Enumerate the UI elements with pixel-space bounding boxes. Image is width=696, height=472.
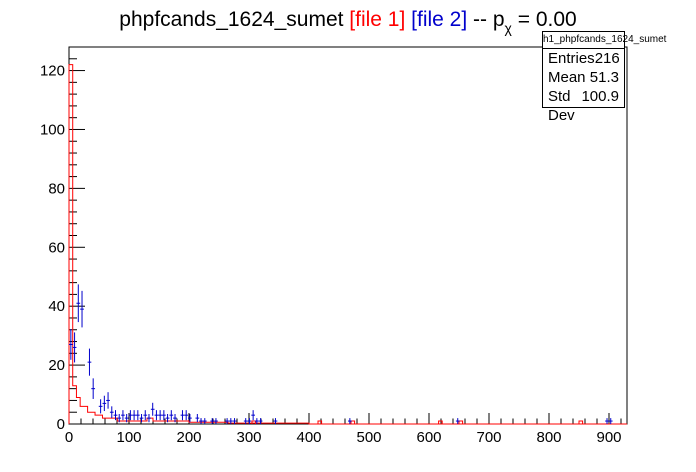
file1-bin [251, 420, 257, 424]
file2-point [165, 413, 170, 423]
file2-point [80, 290, 84, 328]
file2-point [225, 418, 229, 424]
file2-point [102, 395, 107, 412]
file2-point [184, 410, 189, 421]
chart-title: phpfcands_1624_sumet [file 1] [file 2] -… [119, 8, 576, 36]
file2-point [139, 413, 144, 423]
stats-stddev-label: Std Dev [548, 88, 575, 124]
file2-point [188, 413, 192, 423]
file2-point [91, 378, 96, 399]
file2-point [154, 410, 159, 421]
file2-point [169, 410, 174, 421]
file2-point [173, 413, 177, 423]
file1-bin [350, 420, 356, 424]
file2-point [214, 418, 218, 424]
title-prefix: phpfcands_1624_sumet [119, 8, 349, 31]
x-tick-label: 700 [476, 429, 501, 446]
title-file2: [file 2] [411, 8, 467, 31]
file2-point [258, 418, 263, 424]
file2-point [455, 418, 460, 424]
x-tick-label: 900 [596, 429, 621, 446]
file2-point [348, 418, 352, 424]
stats-box: h1_phpfcands_1624_sumet Entries 216 Mean… [542, 31, 666, 124]
file2-point [202, 418, 207, 424]
file2-point [106, 392, 110, 409]
file2-point [132, 410, 136, 421]
file2-point [273, 418, 278, 424]
file2-point [147, 413, 151, 423]
file2-point [195, 413, 200, 423]
stats-row-stddev: Std Dev 100.9 [548, 87, 619, 125]
x-tick-label: 400 [296, 429, 321, 446]
file2-point [124, 413, 129, 423]
file2-point [87, 348, 92, 376]
axes: 0 100 200 300 400 500 600 700 800 900 0 20 40 60 80 100… [40, 46, 622, 446]
file2-point [109, 406, 114, 419]
file2-point [158, 410, 162, 421]
x-tick-label: 200 [176, 429, 201, 446]
stats-entries-label: Entries [548, 50, 595, 67]
file1-bin [458, 420, 464, 424]
y-tick-label: 80 [48, 180, 65, 197]
file2-point [113, 410, 118, 421]
file2-point [199, 418, 203, 424]
stats-histogram-name: h1_phpfcands_1624_sumet [543, 32, 666, 49]
x-tick-label: 100 [116, 429, 141, 446]
x-tick-label: 0 [65, 429, 73, 446]
stats-stddev-value: 100.9 [581, 88, 619, 105]
x-tick-label: 500 [356, 429, 381, 446]
file2-point [210, 418, 215, 424]
title-dash-p: -- p [467, 8, 504, 31]
file2-point [162, 410, 166, 421]
x-tick-label: 800 [536, 429, 561, 446]
stats-row-entries: Entries 216 [548, 49, 620, 68]
file2-point [98, 399, 103, 414]
stats-mean-label: Mean [548, 69, 586, 86]
file2-point [180, 410, 185, 421]
file1-step-line [68, 64, 627, 425]
file2-point [255, 418, 259, 424]
svg-text:phpfcands_1624_sumet [file 1]: phpfcands_1624_sumet [file 1] [file 2] -… [119, 8, 576, 36]
file2-point [117, 413, 122, 423]
file2-point [150, 402, 155, 416]
y-tick-label: 20 [48, 357, 65, 374]
title-file1: [file 1] [349, 8, 405, 31]
file2-point [608, 418, 613, 424]
y-tick-label: 100 [40, 121, 65, 138]
file2-point [69, 329, 73, 360]
y-tick-label: 40 [48, 298, 65, 315]
file1-bin [317, 420, 323, 424]
file2-point [232, 418, 237, 424]
file2-point [605, 418, 609, 424]
title-chi: χ [505, 20, 513, 36]
file1-bin [438, 420, 443, 424]
file1-histogram [68, 64, 627, 425]
y-tick-label: 120 [40, 63, 65, 80]
file2-point [135, 410, 140, 421]
stats-row-mean: Mean 51.3 [548, 68, 619, 87]
file2-histogram [69, 284, 613, 424]
x-tick-label: 300 [236, 429, 261, 446]
file1-bin [578, 420, 584, 424]
file2-point [128, 410, 133, 421]
y-tick-label: 60 [48, 239, 65, 256]
file2-point [228, 418, 233, 424]
file2-point [121, 410, 125, 421]
file2-point [251, 410, 255, 421]
file2-point [143, 410, 148, 421]
title-pvalue: = 0.00 [512, 8, 577, 31]
file2-point [243, 418, 248, 424]
y-tick-label: 0 [57, 416, 65, 433]
stats-entries-value: 216 [594, 50, 620, 67]
file2-point [72, 332, 77, 363]
file2-point [247, 418, 252, 424]
file2-point [76, 284, 81, 323]
stats-mean-value: 51.3 [589, 69, 619, 86]
x-tick-label: 600 [416, 429, 441, 446]
